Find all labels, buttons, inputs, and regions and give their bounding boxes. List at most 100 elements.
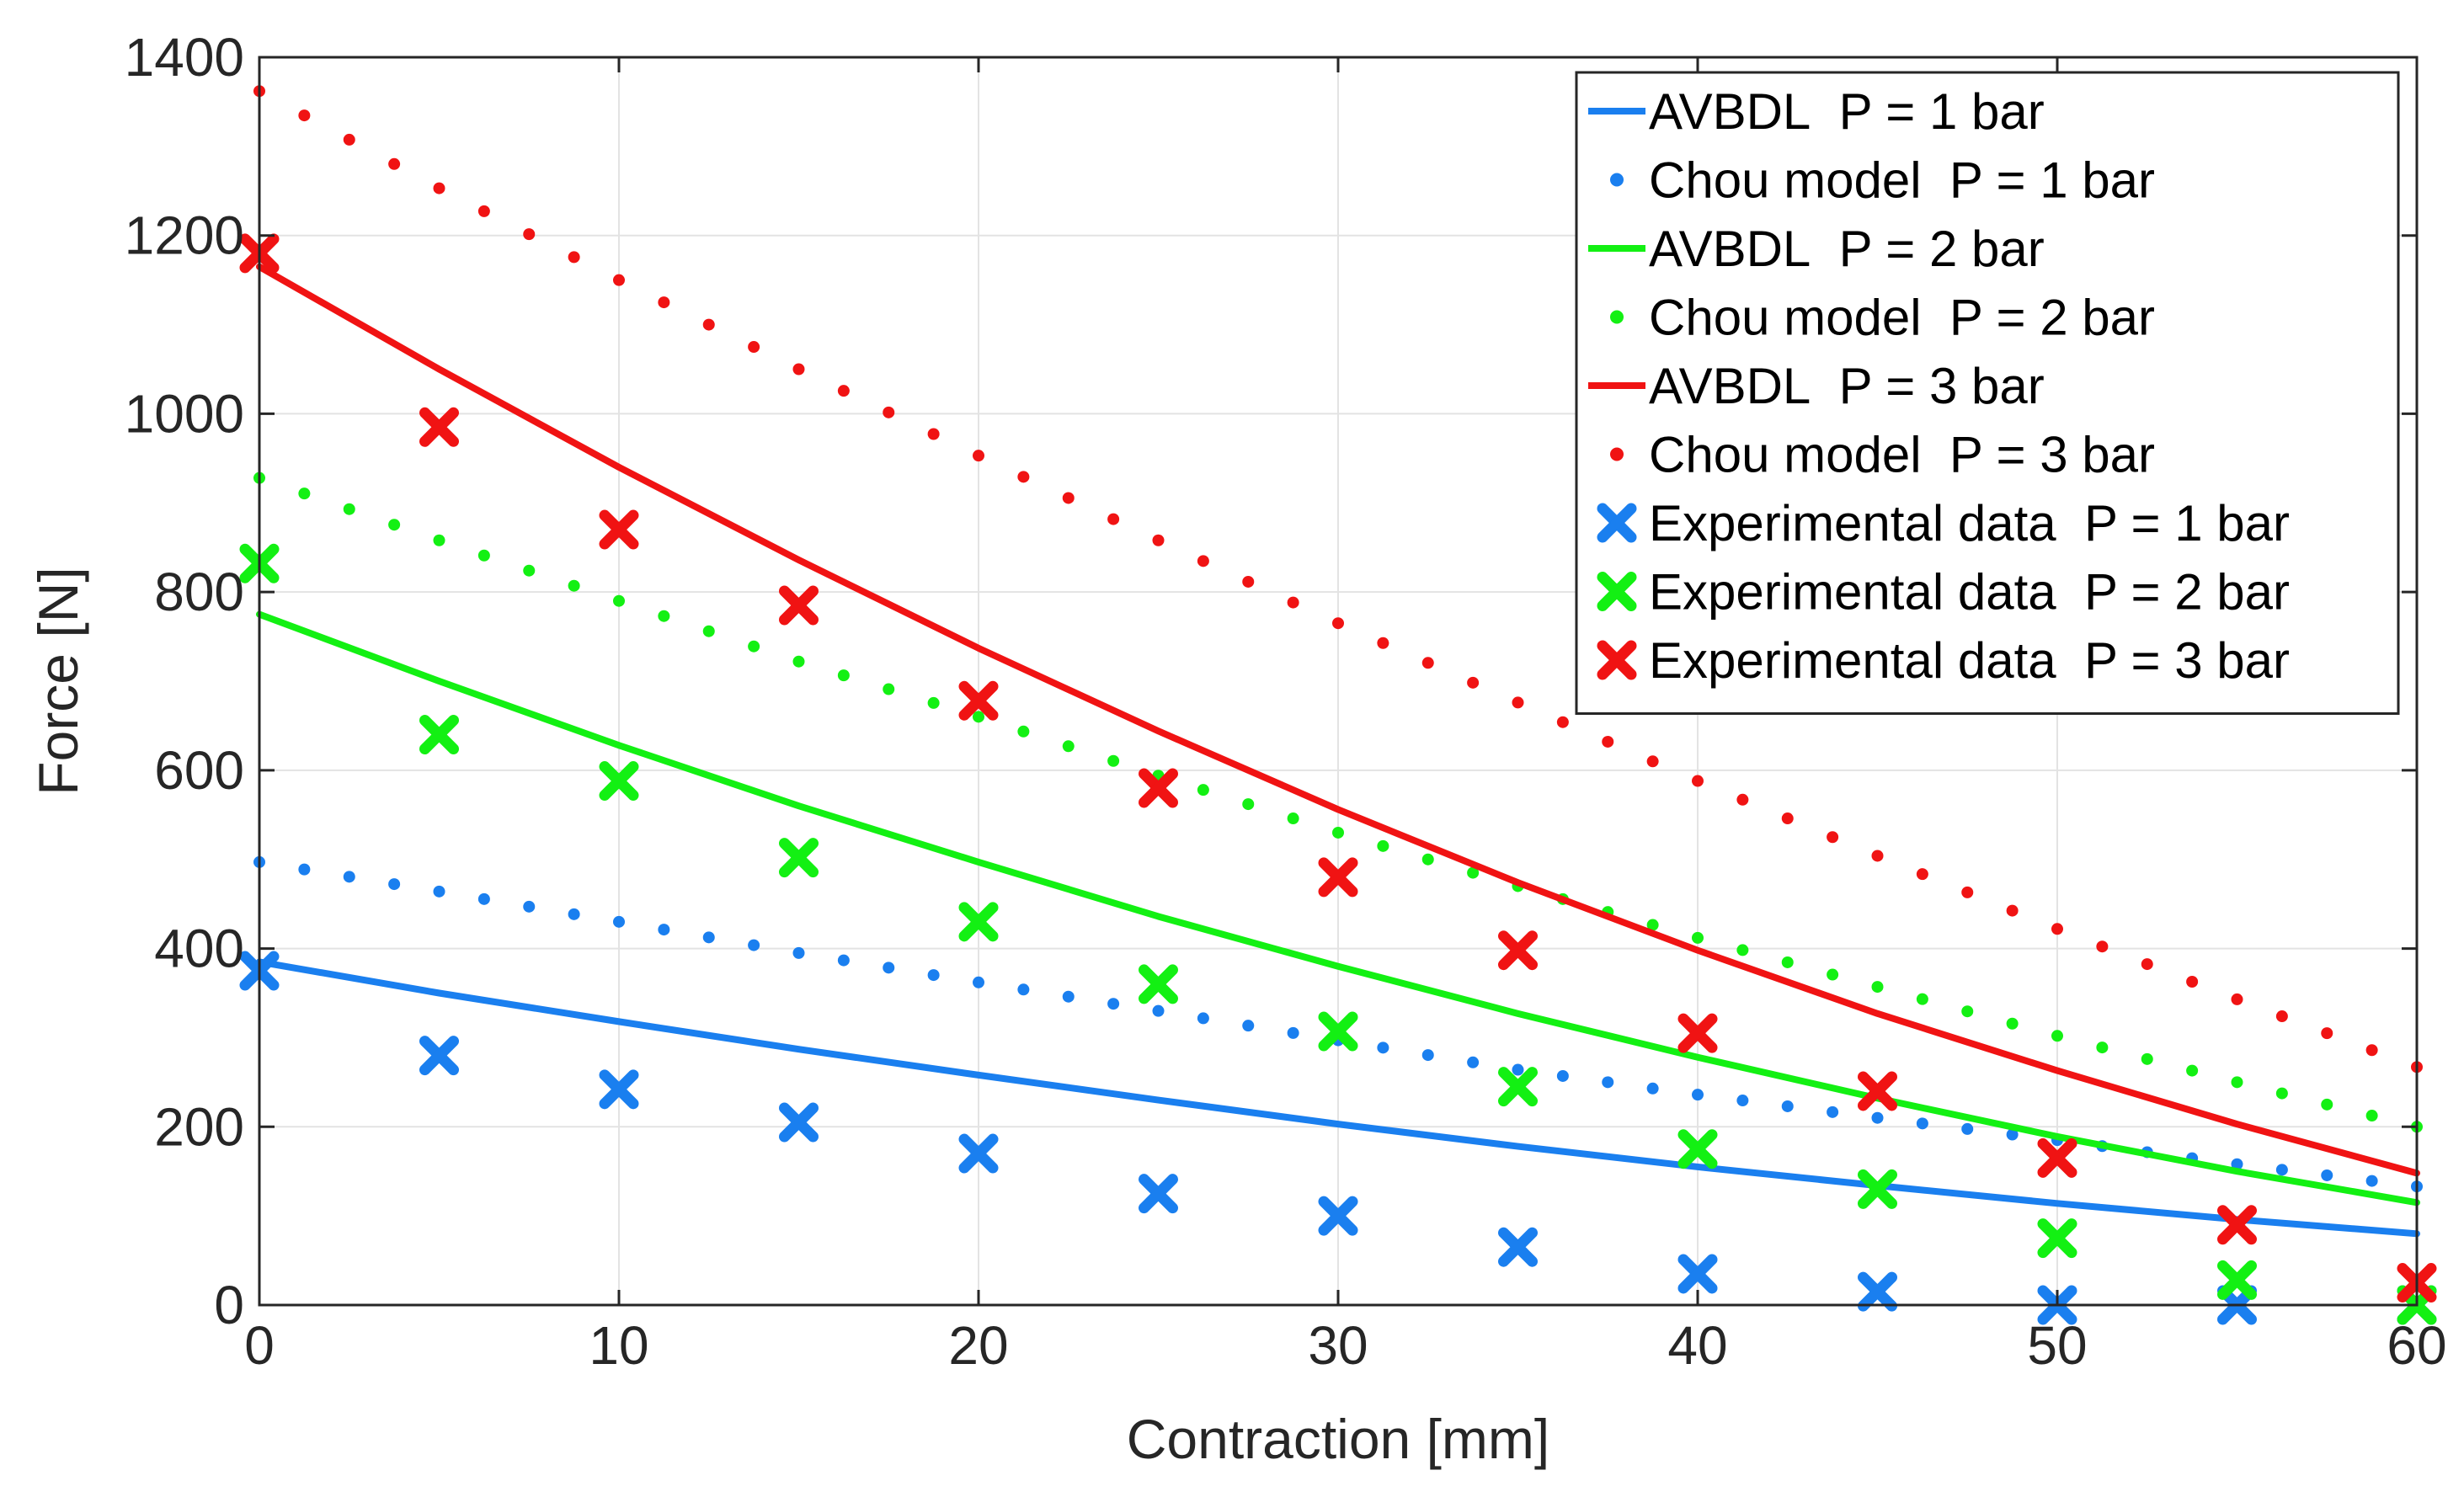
experimental-point [779,585,819,626]
experimental-point [1318,1011,1358,1052]
legend-label: Experimental data P = 2 bar [1649,564,2290,621]
legend-series-name: Chou model [1649,290,1922,346]
chou-model-dot [1916,993,1928,1005]
experimental-point [1677,1254,1718,1294]
chou-model-dot [792,655,805,668]
chou-model-dot [2321,1169,2333,1181]
chou-model-dot [1512,1063,1524,1076]
chou-model-dot [1467,1056,1480,1068]
experimental-point [599,1069,639,1110]
x-marker-stroke [2217,1205,2257,1245]
chou-model-dot [1421,1049,1434,1062]
chou-model-dot [1062,990,1075,1003]
legend-pressure: P = 3 bar [2084,632,2290,689]
chou-model-dot [1916,868,1928,881]
experimental-point [1139,1174,1178,1214]
experimental-point [1498,1067,1538,1107]
chou-model-dot [2365,1175,2378,1187]
chou-model-dot [1646,919,1659,931]
chou-model-dot [2141,958,2153,971]
experimental-point [1858,1271,1897,1312]
experimental-point [1318,1196,1358,1236]
chou-model-dot [658,296,670,309]
legend-gap [1922,152,1949,209]
x-marker-stroke [958,1133,999,1174]
chou-model-dot [1961,886,1974,898]
chou-model-dot [1827,1105,1839,1118]
chou-model-dot [2321,1098,2333,1111]
legend-entry: Chou model P = 3 bar [1610,427,2155,483]
x-marker-stroke [1139,1174,1178,1214]
chou-model-dot [2186,976,2199,988]
chou-model-dot [2006,1128,2019,1141]
x-marker-stroke [1139,768,1178,808]
experimental-point [2037,1218,2077,1259]
legend-series-name: AVBDL [1649,358,1811,414]
chou-model-dot [613,915,625,928]
chou-model-dot [1152,1004,1165,1017]
chou-model-dot [883,683,895,695]
chou-model-dot [2275,1087,2288,1100]
chou-model-dot [1736,1095,1749,1107]
chou-model-dot [792,363,805,376]
chou-model-dot [702,931,715,944]
chou-model-dot [1242,575,1255,588]
chou-model-dot [1107,754,1120,767]
legend-gap [1811,358,1838,414]
chou-model-dot [1467,676,1480,689]
chou-model-dot [702,625,715,637]
x-marker-stroke [1858,1271,1897,1312]
x-marker-stroke [1597,503,1637,543]
chou-model-dot [973,450,984,462]
chou-model-dot [2096,1042,2109,1054]
experimental-point [1498,1227,1538,1267]
y-tick-label: 800 [154,562,244,622]
chou-model-dot [568,908,580,920]
chou-model-dot [837,669,850,682]
x-marker-stroke [2037,1137,2077,1178]
legend-gap [2056,632,2084,689]
legend-pressure: P = 1 bar [1839,83,2045,140]
experimental-point [599,761,639,802]
chou-model-dot [2141,1052,2153,1065]
x-marker-stroke [1498,930,1538,971]
x-marker-stroke [1498,1227,1538,1267]
chou-model-dot [2321,1027,2333,1040]
legend-gap [1922,427,1949,483]
experimental-point [1858,1071,1897,1111]
experimental-point [779,1102,819,1143]
chou-model-dot [2186,1064,2199,1077]
legend-label: Experimental data P = 1 bar [1649,495,2290,551]
legend-entry: Experimental data P = 1 bar [1597,495,2290,551]
chou-model-dot [2006,904,2019,917]
experimental-point [419,1036,459,1076]
chou-model-dot [433,182,445,194]
chou-model-dot [1467,866,1480,879]
legend-entry: Chou model P = 1 bar [1610,152,2155,209]
chou-model-dot [477,549,490,562]
chou-model-dot [2365,1044,2378,1057]
legend-pressure: P = 2 bar [2084,564,2290,621]
avbdl-line [256,958,2420,1238]
chou-model-dot [1646,1082,1659,1095]
chou-model-dot [1556,716,1569,728]
x-marker-stroke [1677,1129,1718,1169]
legend-series-name: Experimental data [1649,495,2056,551]
legend-box [1575,71,2400,715]
legend-series-name: Chou model [1649,152,1922,209]
chou-model-dot [748,341,760,354]
x-marker-stroke [599,761,639,802]
x-marker-stroke [2217,1260,2257,1300]
legend-entry: AVBDL P = 3 bar [1588,358,2045,414]
chou-model-dot [1827,968,1839,981]
legend-dot-swatch [1610,310,1624,324]
chou-model-dot [973,711,984,723]
legend-pressure: P = 3 bar [1839,358,2045,414]
legend-entry: Experimental data P = 3 bar [1597,632,2290,689]
chou-model-dot [388,519,401,531]
chou-model-dot [1692,1089,1704,1101]
chou-model-dot [883,962,895,974]
experimental-point [1677,1129,1718,1169]
chou-model-dot [1827,831,1839,844]
legend-entry: Chou model P = 2 bar [1610,290,2155,346]
